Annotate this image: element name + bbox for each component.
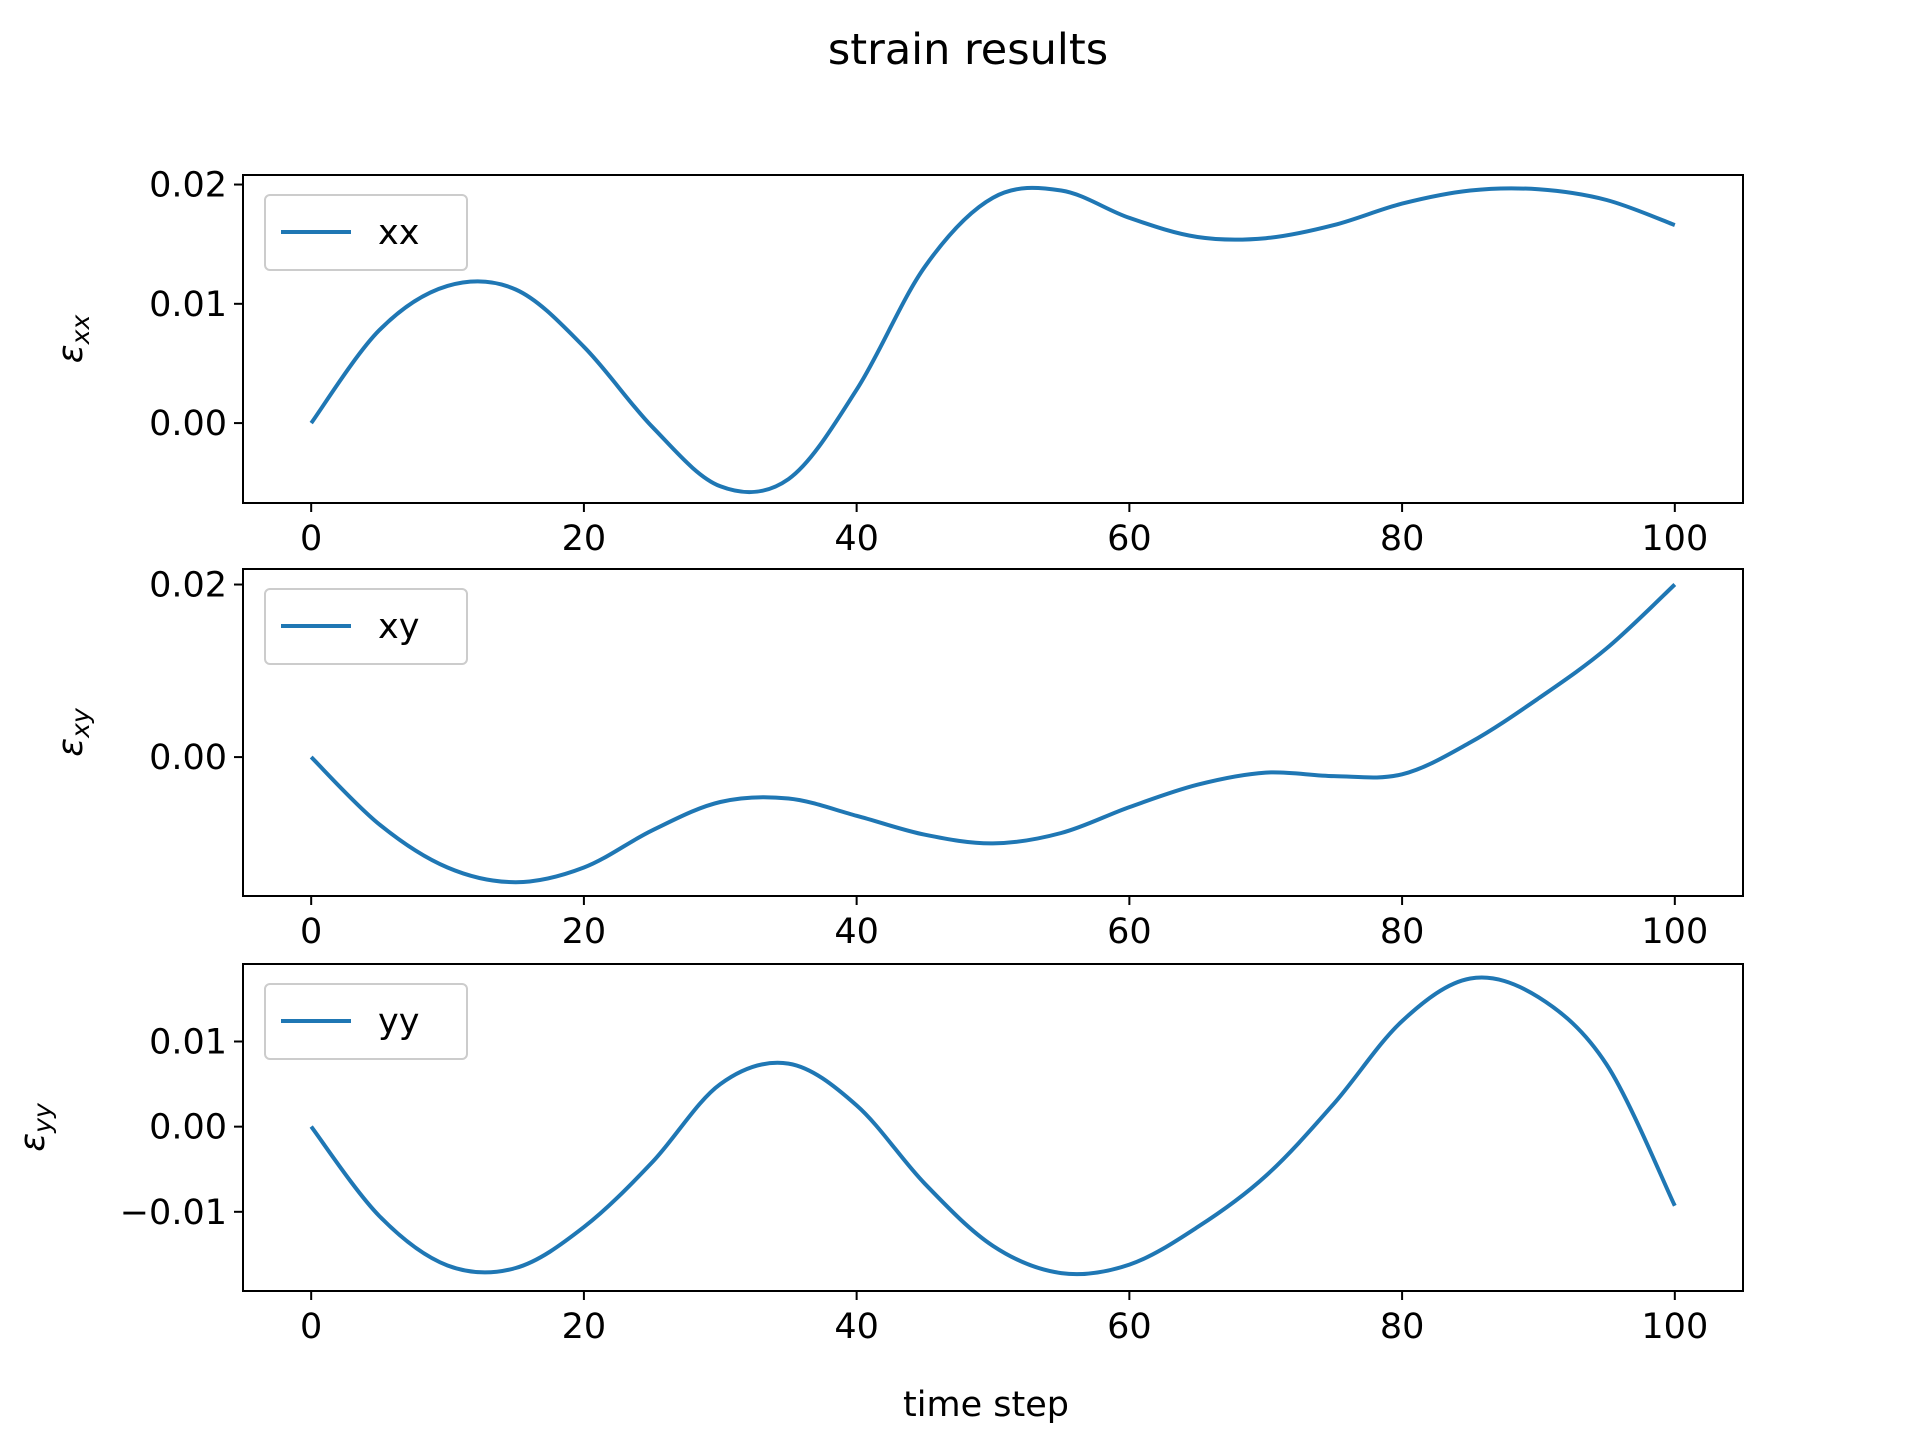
y-tick-label: −0.01 [120, 1193, 227, 1233]
y-axis-label-subscript: xy [66, 707, 95, 739]
y-axis-label-symbol: ε [51, 738, 91, 757]
x-tick-label: 80 [1380, 912, 1425, 952]
x-tick-label: 60 [1107, 912, 1152, 952]
legend: xx [264, 194, 468, 271]
y-axis-label-subscript: xx [66, 315, 95, 346]
y-axis-label-symbol: ε [51, 344, 91, 363]
x-tick-label: 20 [562, 912, 607, 952]
x-tick-label: 0 [300, 519, 322, 559]
x-tick-label: 100 [1641, 912, 1708, 952]
y-tick-label: 0.00 [149, 738, 227, 778]
axes-frame [242, 568, 1744, 897]
x-tick-label: 20 [562, 519, 607, 559]
chart-title: strain results [828, 25, 1108, 75]
x-tick-label: 0 [300, 1307, 322, 1347]
y-tick-label: 0.00 [149, 1108, 227, 1148]
x-tick-label: 60 [1107, 1307, 1152, 1347]
y-axis-label-subscript: yy [28, 1102, 57, 1134]
y-axis-label: εxy [51, 707, 95, 757]
legend: yy [264, 983, 468, 1060]
y-tick-label: 0.02 [149, 566, 227, 606]
legend-label: yy [378, 1002, 419, 1042]
axes-frame [242, 174, 1744, 504]
x-tick-label: 100 [1641, 1307, 1708, 1347]
x-tick-label: 20 [562, 1307, 607, 1347]
series-line-xx [309, 185, 1676, 495]
y-axis-label-symbol: ε [13, 1133, 53, 1152]
y-axis-label: εxx [51, 315, 95, 364]
y-tick-label: 0.01 [149, 1022, 227, 1062]
x-tick-label: 80 [1380, 519, 1425, 559]
legend-box [264, 194, 468, 271]
legend-label: xy [378, 607, 419, 647]
series-line-yy [309, 975, 1677, 1277]
x-axis-label: time step [903, 1385, 1069, 1425]
legend-label: xx [378, 213, 419, 253]
legend-box [264, 588, 468, 665]
legend: xy [264, 588, 468, 665]
x-tick-label: 100 [1641, 519, 1708, 559]
x-tick-label: 60 [1107, 519, 1152, 559]
series-line-xy [309, 583, 1677, 885]
x-tick-label: 0 [300, 912, 322, 952]
legend-box [264, 983, 468, 1060]
x-tick-label: 40 [834, 1307, 879, 1347]
x-tick-label: 40 [834, 519, 879, 559]
y-axis-label: εyy [13, 1102, 57, 1152]
y-tick-label: 0.01 [149, 285, 227, 325]
y-tick-label: 0.02 [149, 166, 227, 206]
y-tick-label: 0.00 [149, 404, 227, 444]
x-tick-label: 80 [1380, 1307, 1425, 1347]
x-tick-label: 40 [834, 912, 879, 952]
